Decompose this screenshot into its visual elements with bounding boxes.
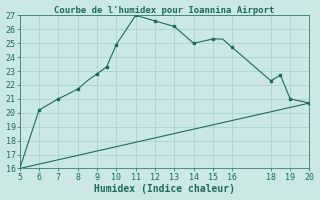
- X-axis label: Humidex (Indice chaleur): Humidex (Indice chaleur): [94, 184, 235, 194]
- Title: Courbe de l'humidex pour Ioannina Airport: Courbe de l'humidex pour Ioannina Airpor…: [54, 6, 275, 15]
